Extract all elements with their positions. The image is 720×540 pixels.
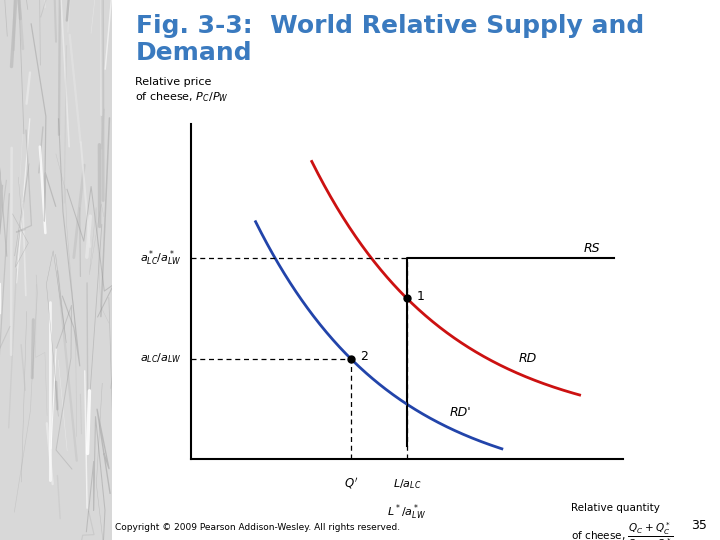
Text: Fig. 3-3:  World Relative Supply and
Demand: Fig. 3-3: World Relative Supply and Dema… xyxy=(136,14,644,65)
Text: $a_{LC}/a_{LW}$: $a_{LC}/a_{LW}$ xyxy=(140,352,182,366)
Text: Relative quantity
of cheese, $\dfrac{Q_C+Q^*_C}{Q_W+Q^*_W}$: Relative quantity of cheese, $\dfrac{Q_C… xyxy=(571,503,674,540)
Text: $L^*/a^*_{LW}$: $L^*/a^*_{LW}$ xyxy=(387,503,426,522)
Text: $L/a_{LC}$: $L/a_{LC}$ xyxy=(392,477,421,491)
Text: Relative price
of cheese, $P_C/P_W$: Relative price of cheese, $P_C/P_W$ xyxy=(135,77,228,104)
Text: 1: 1 xyxy=(416,290,424,303)
Text: RS: RS xyxy=(584,242,600,255)
Text: 35: 35 xyxy=(691,519,707,532)
Text: $a^*_{LC}/a^*_{LW}$: $a^*_{LC}/a^*_{LW}$ xyxy=(140,248,182,268)
Text: RD': RD' xyxy=(450,406,472,419)
Text: $Q'$: $Q'$ xyxy=(343,476,358,491)
Text: Copyright © 2009 Pearson Addison-Wesley. All rights reserved.: Copyright © 2009 Pearson Addison-Wesley.… xyxy=(115,523,400,532)
Text: 2: 2 xyxy=(360,350,368,363)
Text: RD: RD xyxy=(519,352,537,365)
